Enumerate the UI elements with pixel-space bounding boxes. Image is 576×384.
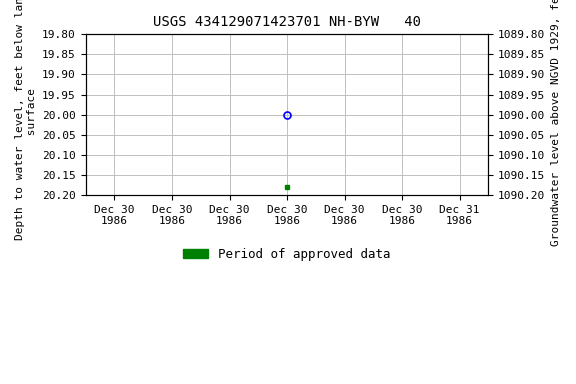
Y-axis label: Groundwater level above NGVD 1929, feet: Groundwater level above NGVD 1929, feet <box>551 0 561 246</box>
Y-axis label: Depth to water level, feet below land
 surface: Depth to water level, feet below land su… <box>15 0 37 240</box>
Legend: Period of approved data: Period of approved data <box>179 243 396 266</box>
Title: USGS 434129071423701 NH-BYW   40: USGS 434129071423701 NH-BYW 40 <box>153 15 421 29</box>
